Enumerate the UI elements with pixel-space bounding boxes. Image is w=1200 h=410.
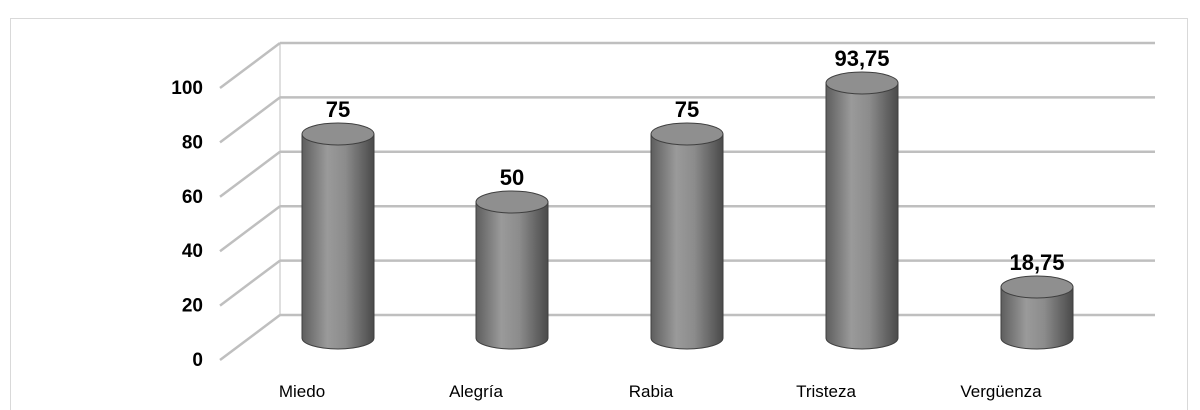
gridline-side [219, 314, 281, 361]
y-tick-label: 100 [171, 78, 203, 99]
y-axis-ticks: 0 20 40 60 80 100 [171, 78, 203, 371]
bar-body [301, 133, 375, 350]
bar-body [650, 133, 724, 350]
gridline-side [219, 96, 281, 144]
x-category-label: Rabia [629, 382, 674, 401]
x-category-label: Alegría [449, 382, 503, 401]
y-tick-label: 60 [182, 187, 203, 208]
bar-alegría [475, 190, 549, 350]
data-labels: 75 50 75 93,75 18,75 [326, 46, 1065, 275]
y-tick-label: 40 [182, 241, 203, 262]
bars [301, 71, 1074, 350]
x-axis-categories: Miedo Alegría Rabia Tristeza Vergüenza [279, 382, 1042, 401]
x-category-label: Vergüenza [960, 382, 1042, 401]
bar-body [1000, 286, 1074, 350]
x-category-label: Tristeza [796, 382, 856, 401]
chart-frame [10, 18, 1188, 410]
y-tick-label: 0 [192, 350, 203, 371]
data-label: 50 [500, 165, 524, 190]
bar-top [825, 71, 899, 95]
gridline-side [219, 205, 281, 253]
y-tick-label: 80 [182, 132, 203, 153]
bar-top [301, 122, 375, 146]
gridline-side [219, 42, 281, 89]
data-label: 75 [675, 97, 699, 122]
bar-vergüenza [1000, 275, 1074, 350]
bar-top [475, 190, 549, 214]
gridline-side [219, 259, 281, 307]
bar-rabia [650, 122, 724, 350]
y-tick-label: 20 [182, 296, 203, 317]
bar-body [825, 82, 899, 350]
bar-tristeza [825, 71, 899, 350]
bar-miedo [301, 122, 375, 350]
bar-top [650, 122, 724, 146]
data-label: 18,75 [1009, 250, 1064, 275]
bar-top [1000, 275, 1074, 299]
data-label: 93,75 [834, 46, 889, 71]
bar-body [475, 201, 549, 350]
x-category-label: Miedo [279, 382, 325, 401]
data-label: 75 [326, 97, 350, 122]
gridline-side [219, 150, 281, 198]
